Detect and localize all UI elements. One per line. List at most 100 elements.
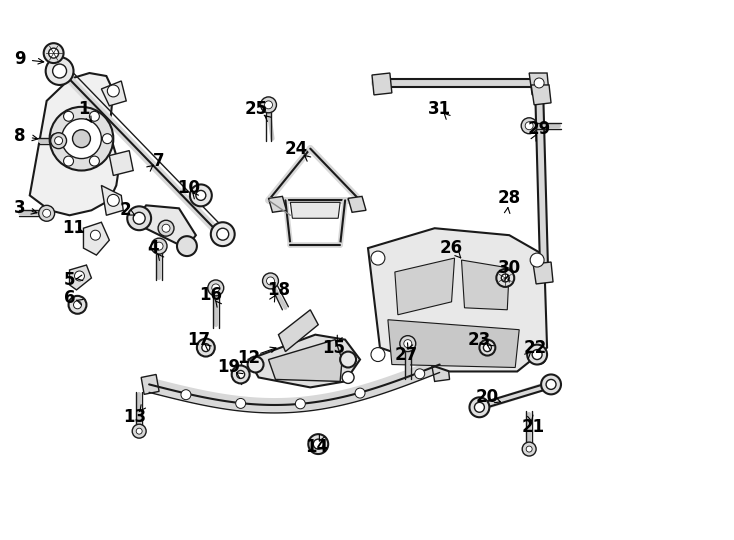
Polygon shape bbox=[30, 73, 120, 215]
Circle shape bbox=[247, 356, 264, 373]
Polygon shape bbox=[141, 374, 159, 394]
Circle shape bbox=[496, 269, 515, 287]
Polygon shape bbox=[269, 340, 342, 381]
Polygon shape bbox=[291, 202, 340, 218]
Circle shape bbox=[68, 296, 87, 314]
Text: 16: 16 bbox=[200, 286, 222, 304]
Circle shape bbox=[400, 336, 415, 352]
Circle shape bbox=[308, 434, 328, 454]
Circle shape bbox=[263, 273, 278, 289]
Polygon shape bbox=[133, 205, 196, 248]
Text: 13: 13 bbox=[123, 408, 147, 426]
Circle shape bbox=[236, 370, 244, 379]
Polygon shape bbox=[368, 228, 547, 372]
Polygon shape bbox=[269, 197, 286, 212]
Circle shape bbox=[522, 442, 536, 456]
Polygon shape bbox=[101, 81, 126, 106]
Polygon shape bbox=[533, 262, 553, 284]
Polygon shape bbox=[101, 185, 123, 215]
Circle shape bbox=[39, 205, 54, 221]
Circle shape bbox=[202, 343, 210, 352]
Circle shape bbox=[541, 374, 561, 394]
Circle shape bbox=[181, 390, 191, 400]
Text: 27: 27 bbox=[394, 346, 418, 363]
Text: 2: 2 bbox=[120, 201, 131, 219]
Text: 3: 3 bbox=[14, 199, 26, 217]
Circle shape bbox=[155, 242, 163, 250]
Text: 10: 10 bbox=[178, 179, 200, 198]
Circle shape bbox=[371, 251, 385, 265]
Circle shape bbox=[51, 134, 61, 144]
Polygon shape bbox=[109, 151, 133, 176]
Circle shape bbox=[102, 134, 112, 144]
Circle shape bbox=[62, 119, 101, 159]
Text: 26: 26 bbox=[440, 239, 463, 257]
Circle shape bbox=[208, 280, 224, 296]
Circle shape bbox=[132, 424, 146, 438]
Circle shape bbox=[527, 345, 547, 364]
Circle shape bbox=[474, 402, 484, 412]
Text: 20: 20 bbox=[476, 388, 499, 406]
Circle shape bbox=[232, 366, 250, 383]
Polygon shape bbox=[84, 222, 109, 255]
Circle shape bbox=[190, 185, 212, 206]
Polygon shape bbox=[249, 335, 360, 387]
Polygon shape bbox=[348, 197, 366, 212]
Circle shape bbox=[261, 97, 277, 113]
Polygon shape bbox=[395, 258, 454, 315]
Text: 4: 4 bbox=[148, 239, 159, 257]
Circle shape bbox=[212, 284, 219, 292]
Circle shape bbox=[43, 210, 51, 217]
Circle shape bbox=[530, 253, 544, 267]
Text: 5: 5 bbox=[64, 271, 76, 289]
Circle shape bbox=[264, 101, 272, 109]
Circle shape bbox=[479, 340, 495, 355]
Text: 15: 15 bbox=[323, 339, 346, 356]
Circle shape bbox=[211, 222, 235, 246]
Circle shape bbox=[526, 122, 533, 130]
Polygon shape bbox=[531, 85, 551, 105]
Circle shape bbox=[197, 339, 215, 356]
Circle shape bbox=[46, 57, 73, 85]
Circle shape bbox=[90, 230, 101, 240]
Circle shape bbox=[64, 111, 73, 122]
Polygon shape bbox=[462, 260, 509, 310]
Circle shape bbox=[534, 78, 544, 88]
Circle shape bbox=[546, 380, 556, 389]
Text: 25: 25 bbox=[245, 100, 268, 118]
Circle shape bbox=[404, 340, 412, 348]
Circle shape bbox=[151, 238, 167, 254]
Circle shape bbox=[501, 274, 509, 282]
Polygon shape bbox=[278, 310, 319, 352]
Circle shape bbox=[51, 133, 67, 149]
Text: 21: 21 bbox=[522, 418, 545, 436]
Text: 23: 23 bbox=[468, 330, 491, 349]
Circle shape bbox=[217, 228, 229, 240]
Circle shape bbox=[73, 130, 90, 147]
Circle shape bbox=[43, 43, 64, 63]
Text: 24: 24 bbox=[285, 140, 308, 158]
Circle shape bbox=[415, 369, 425, 379]
Text: 12: 12 bbox=[237, 348, 260, 367]
Circle shape bbox=[64, 156, 73, 166]
Circle shape bbox=[532, 350, 546, 365]
Circle shape bbox=[54, 137, 62, 145]
Polygon shape bbox=[388, 320, 519, 368]
Text: 11: 11 bbox=[62, 219, 85, 237]
Text: 17: 17 bbox=[187, 330, 211, 349]
Text: 14: 14 bbox=[305, 438, 328, 456]
Circle shape bbox=[355, 388, 365, 398]
Circle shape bbox=[526, 446, 532, 452]
Circle shape bbox=[196, 191, 206, 200]
Text: 18: 18 bbox=[267, 281, 290, 299]
Circle shape bbox=[73, 301, 81, 309]
Text: 19: 19 bbox=[217, 359, 240, 376]
Circle shape bbox=[53, 64, 67, 78]
Polygon shape bbox=[70, 265, 92, 290]
Text: 30: 30 bbox=[498, 259, 521, 277]
Circle shape bbox=[107, 194, 120, 206]
Text: 8: 8 bbox=[14, 127, 26, 145]
Circle shape bbox=[266, 277, 275, 285]
Polygon shape bbox=[432, 361, 449, 381]
Circle shape bbox=[313, 439, 323, 449]
